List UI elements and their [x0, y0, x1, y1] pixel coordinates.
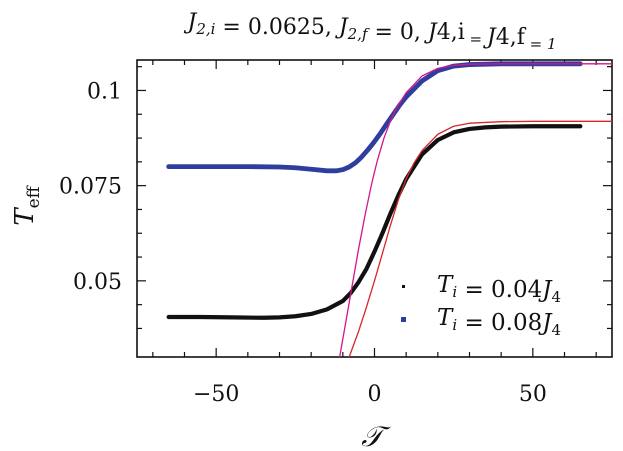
- series-line-fit-magenta: [339, 63, 612, 357]
- series-line-ti-008: [166, 61, 583, 174]
- legend-label: Ti = 0.08J4: [437, 305, 561, 339]
- legend-label: Ti = 0.04J4: [437, 272, 561, 306]
- series-line-ti-004: [166, 124, 583, 320]
- y-tick-label: 0.075: [59, 175, 122, 200]
- chart-title: J2,i = 0.0625, J2,f = 0, J4,i = J4,f = 1: [183, 10, 556, 53]
- y-tick-label: 0.1: [87, 79, 122, 104]
- legend-marker: [402, 285, 405, 288]
- x-tick-label: 0: [368, 382, 382, 407]
- y-axis-label: Teff: [10, 184, 44, 225]
- y-tick-label: 0.05: [73, 270, 122, 295]
- x-tick-label: 50: [519, 382, 547, 407]
- series-line-fit-red: [348, 120, 612, 357]
- series-group: [166, 61, 612, 357]
- legend-marker: [401, 317, 406, 322]
- x-tick-label: −50: [193, 382, 239, 407]
- x-axis-label: 𝒯: [361, 420, 391, 451]
